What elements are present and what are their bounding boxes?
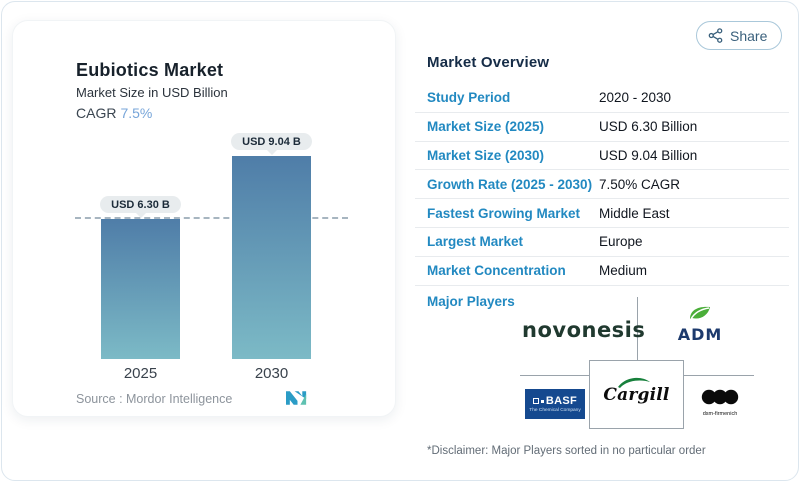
table-row: Market Size (2030) USD 9.04 Billion	[415, 142, 789, 171]
cargill-logo: Cargill	[603, 377, 670, 405]
table-row: Study Period 2020 - 2030	[415, 84, 789, 113]
cagr-value: 7.5%	[120, 105, 153, 121]
adm-leaf-icon	[690, 306, 710, 320]
bar-2025	[101, 219, 180, 359]
cagr-label: CAGR	[76, 105, 117, 121]
table-row: Largest Market Europe	[415, 228, 789, 257]
cargill-logo-box: Cargill	[589, 360, 684, 429]
row-label: Largest Market	[427, 234, 524, 250]
dsm-circles-icon	[701, 389, 739, 405]
bar-2030	[232, 156, 311, 359]
chart-subtitle: Market Size in USD Billion	[76, 85, 228, 100]
overview-table: Study Period 2020 - 2030 Market Size (20…	[415, 84, 789, 286]
cagr-line: CAGR 7.5%	[76, 105, 152, 121]
mordor-intelligence-logo-icon	[286, 391, 307, 405]
share-button-label: Share	[730, 27, 768, 44]
row-label: Study Period	[427, 90, 511, 106]
row-value: 7.50% CAGR	[599, 176, 681, 192]
connector-line-right	[684, 375, 754, 376]
source-attribution: Source : Mordor Intelligence	[76, 392, 233, 406]
major-players-heading: Major Players	[427, 294, 515, 309]
overview-heading: Market Overview	[427, 54, 550, 71]
connector-line-left	[520, 375, 589, 376]
row-label: Growth Rate (2025 - 2030)	[427, 176, 593, 192]
bar-label-2030: USD 9.04 B	[231, 133, 312, 155]
share-nodes-icon	[708, 28, 723, 43]
row-label: Market Concentration	[427, 263, 566, 279]
row-value: Europe	[599, 234, 643, 250]
cargill-logo-text: Cargill	[603, 384, 670, 405]
adm-logo-text: ADM	[677, 325, 723, 344]
dsm-logo-text: dsm-firmenich	[702, 411, 738, 417]
row-label: Market Size (2030)	[427, 147, 545, 163]
row-value: Medium	[599, 263, 648, 279]
bar-label-2025: USD 6.30 B	[100, 196, 181, 218]
row-value: USD 6.30 Billion	[599, 119, 698, 135]
table-row: Growth Rate (2025 - 2030) 7.50% CAGR	[415, 170, 789, 200]
row-value: 2020 - 2030	[599, 90, 672, 106]
row-label: Fastest Growing Market	[427, 205, 581, 221]
connector-line-vertical	[637, 297, 638, 360]
dsm-firmenich-logo: dsm-firmenich	[698, 389, 742, 417]
basf-tagline: The Chemical Company	[529, 408, 581, 413]
adm-logo: ADM	[668, 305, 732, 344]
table-row: Fastest Growing Market Middle East	[415, 199, 789, 228]
row-label: Market Size (2025)	[427, 119, 545, 135]
cargill-leaf-icon	[618, 377, 651, 388]
novonesis-logo: novonesis	[522, 318, 646, 342]
chart-title: Eubiotics Market	[76, 60, 224, 80]
table-row: Market Size (2025) USD 6.30 Billion	[415, 113, 789, 142]
table-row: Market Concentration Medium	[415, 257, 789, 286]
disclaimer-text: *Disclaimer: Major Players sorted in no …	[427, 445, 706, 457]
basf-dot-icon	[540, 399, 544, 403]
market-size-chart-card: Eubiotics Market Market Size in USD Bill…	[12, 20, 396, 417]
basf-logo-text: BASF	[545, 395, 578, 407]
basf-logo: BASF The Chemical Company	[525, 389, 585, 419]
reference-dashed-line	[75, 217, 348, 219]
row-value: USD 9.04 Billion	[599, 147, 698, 163]
x-axis-label-2030: 2030	[254, 365, 289, 382]
basf-square-icon	[532, 398, 539, 404]
row-value: Middle East	[599, 205, 670, 221]
share-button[interactable]: Share	[696, 21, 783, 50]
x-axis-label-2025: 2025	[123, 365, 158, 382]
